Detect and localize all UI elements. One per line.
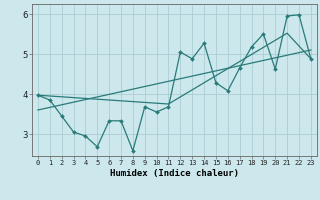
X-axis label: Humidex (Indice chaleur): Humidex (Indice chaleur) (110, 169, 239, 178)
